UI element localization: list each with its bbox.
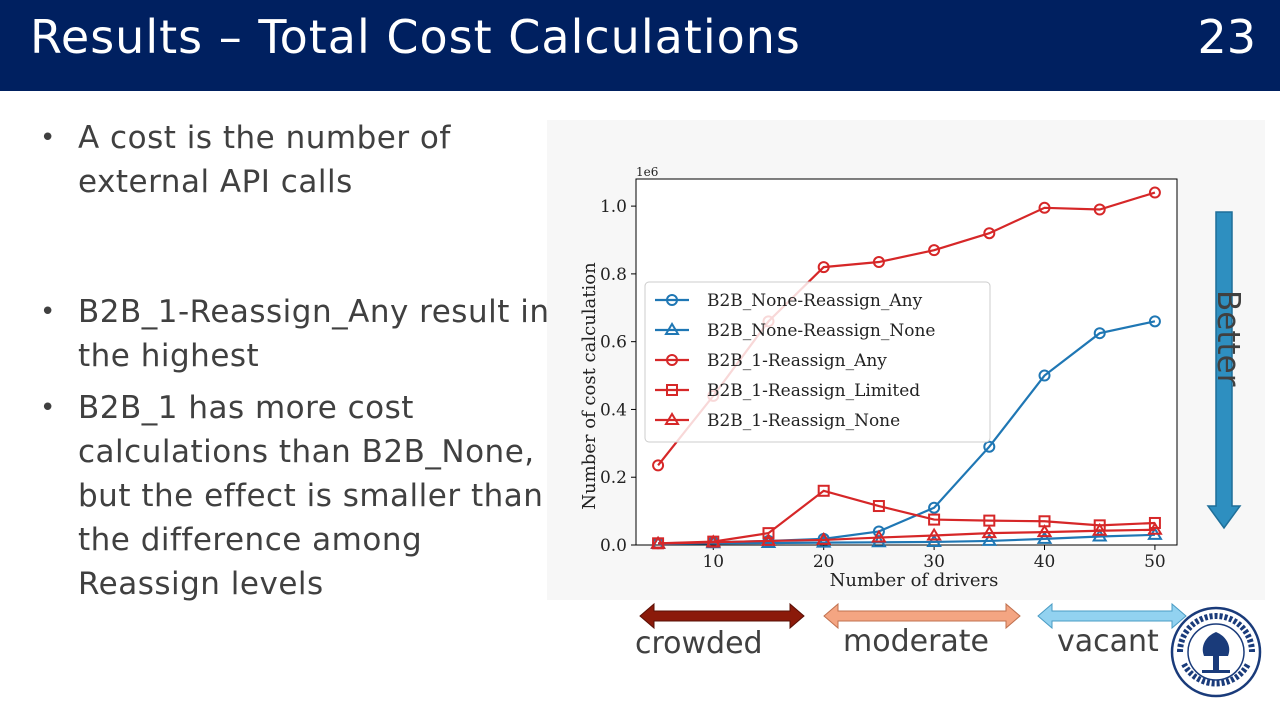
x-tick-label: 50 bbox=[1144, 552, 1166, 572]
slide-number: 23 bbox=[1197, 10, 1256, 64]
legend-marker bbox=[664, 322, 680, 335]
data-point bbox=[1148, 516, 1161, 529]
data-point bbox=[1036, 530, 1053, 544]
cost-calculation-chart: 10 20 30 40 50 0.0 0.2 0.4 0.6 0.8 1.0 B2B_None-Rea… bbox=[579, 165, 1178, 591]
data-point bbox=[817, 484, 830, 497]
better-label: Better bbox=[1210, 290, 1246, 387]
data-point bbox=[652, 459, 665, 472]
data-point bbox=[705, 534, 722, 548]
bullet-list: A cost is the number of external API cal… bbox=[40, 116, 550, 606]
chart-panel: 10 20 30 40 50 0.0 0.2 0.4 0.6 0.8 1.0 B2B_None-Rea… bbox=[547, 120, 1265, 600]
x-tick-label: 40 bbox=[1034, 552, 1056, 572]
better-arrow-shape bbox=[1206, 211, 1242, 530]
x-axis-label: Number of drivers bbox=[830, 570, 999, 591]
x-tick-label: 10 bbox=[702, 552, 724, 572]
legend-marker bbox=[666, 294, 678, 306]
data-point bbox=[1148, 315, 1161, 328]
y-tick-label: 0.4 bbox=[600, 400, 627, 420]
data-point bbox=[1038, 201, 1051, 214]
data-point bbox=[762, 527, 775, 540]
data-point bbox=[650, 535, 666, 549]
moderate-arrow bbox=[823, 602, 1021, 630]
data-point bbox=[1148, 186, 1161, 199]
data-point bbox=[928, 501, 941, 514]
data-point bbox=[928, 244, 941, 257]
title-bar: Results – Total Cost Calculations 23 bbox=[0, 0, 1280, 91]
data-point bbox=[981, 532, 998, 546]
series-line-4 bbox=[658, 528, 1155, 545]
data-point bbox=[1091, 522, 1108, 536]
crowded-arrow bbox=[639, 602, 805, 630]
data-point bbox=[817, 261, 830, 274]
x-tick-label: 30 bbox=[923, 552, 945, 572]
legend-box bbox=[644, 281, 991, 443]
university-seal-icon bbox=[1170, 606, 1262, 698]
data-point bbox=[1093, 327, 1106, 340]
data-point bbox=[1036, 524, 1053, 538]
legend-entry: B2B_1-Reassign_None bbox=[707, 411, 900, 431]
better-arrow bbox=[1206, 211, 1242, 530]
legend-marker bbox=[666, 384, 678, 396]
legend-entry: B2B_1-Reassign_Any bbox=[707, 351, 887, 371]
bullet-item: B2B_1-Reassign_Any result in the highest bbox=[40, 290, 550, 378]
data-point bbox=[926, 534, 942, 547]
data-point bbox=[815, 531, 832, 545]
y-tick-label: 0.2 bbox=[600, 468, 627, 488]
data-point bbox=[981, 525, 998, 539]
data-point bbox=[1093, 203, 1106, 216]
y-tick-label: 0.6 bbox=[600, 333, 627, 353]
legend-entry: B2B_1-Reassign_Limited bbox=[707, 381, 920, 401]
vacant-arrow bbox=[1037, 602, 1187, 630]
vacant-label: vacant bbox=[1057, 624, 1159, 659]
y-tick-label: 1.0 bbox=[600, 197, 627, 217]
moderate-label: moderate bbox=[843, 624, 990, 659]
y-axis-label: Number of cost calculation bbox=[579, 262, 600, 510]
crowded-label: crowded bbox=[635, 626, 763, 661]
legend-marker bbox=[666, 354, 678, 366]
series-line-1 bbox=[658, 533, 1155, 546]
data-point bbox=[872, 256, 885, 269]
data-point bbox=[760, 532, 777, 546]
legend-entry: B2B_None-Reassign_None bbox=[707, 321, 936, 341]
data-point bbox=[872, 500, 885, 513]
data-point bbox=[983, 440, 996, 453]
data-point bbox=[871, 529, 887, 543]
data-point bbox=[1038, 369, 1051, 382]
y-tick-label: 0.0 bbox=[600, 536, 627, 556]
data-point bbox=[926, 527, 942, 541]
series-line-3 bbox=[658, 489, 1155, 545]
bullet-item: B2B_1 has more cost calculations than B2… bbox=[40, 386, 550, 606]
legend-marker bbox=[664, 412, 680, 425]
slide-title: Results – Total Cost Calculations bbox=[30, 10, 801, 64]
data-point bbox=[1147, 521, 1163, 535]
y-scale-label: 1e6 bbox=[636, 165, 658, 179]
data-point bbox=[815, 534, 832, 548]
data-point bbox=[983, 227, 996, 240]
x-tick-label: 20 bbox=[813, 552, 835, 572]
legend-entry: B2B_None-Reassign_Any bbox=[707, 291, 923, 311]
y-tick-label: 0.8 bbox=[600, 265, 627, 285]
data-point bbox=[928, 513, 941, 526]
bullet-item: A cost is the number of external API cal… bbox=[40, 116, 550, 204]
